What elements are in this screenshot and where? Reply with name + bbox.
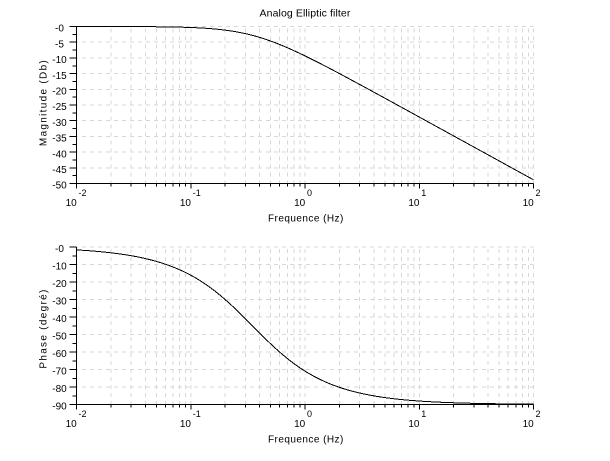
svg-text:-30: -30 <box>52 118 67 129</box>
svg-text:Analog Elliptic filter: Analog Elliptic filter <box>260 8 351 20</box>
svg-text:10: 10 <box>523 419 535 430</box>
svg-text:2: 2 <box>536 409 541 419</box>
svg-text:-40: -40 <box>52 149 67 160</box>
svg-text:10: 10 <box>180 419 192 430</box>
svg-text:-0: -0 <box>55 244 64 255</box>
svg-text:-20: -20 <box>52 279 67 290</box>
svg-text:Phase (degré): Phase (degré) <box>39 288 50 368</box>
svg-text:Frequence (Hz): Frequence (Hz) <box>268 213 344 224</box>
svg-text:0: 0 <box>307 409 312 419</box>
svg-text:-40: -40 <box>52 314 67 325</box>
svg-text:10: 10 <box>66 419 78 430</box>
svg-text:-50: -50 <box>52 332 67 343</box>
svg-text:1: 1 <box>421 188 426 198</box>
svg-text:-90: -90 <box>52 402 67 413</box>
svg-text:-10: -10 <box>52 262 67 273</box>
svg-text:-1: -1 <box>193 188 201 198</box>
svg-text:10: 10 <box>408 419 420 430</box>
svg-text:-1: -1 <box>193 409 201 419</box>
svg-text:1: 1 <box>421 409 426 419</box>
svg-text:-25: -25 <box>52 102 67 113</box>
svg-text:10: 10 <box>180 198 192 209</box>
svg-text:-45: -45 <box>52 165 67 176</box>
svg-text:-2: -2 <box>79 409 87 419</box>
svg-text:2: 2 <box>536 188 541 198</box>
svg-text:10: 10 <box>294 419 306 430</box>
svg-text:-50: -50 <box>52 181 67 192</box>
svg-text:Magnitude (Db): Magnitude (Db) <box>39 59 50 146</box>
svg-text:10: 10 <box>66 198 78 209</box>
svg-text:-2: -2 <box>79 188 87 198</box>
svg-text:-70: -70 <box>52 367 67 378</box>
svg-text:-15: -15 <box>52 71 67 82</box>
svg-text:-0: -0 <box>55 24 64 35</box>
svg-text:10: 10 <box>408 198 420 209</box>
svg-text:-10: -10 <box>52 55 67 66</box>
svg-text:-60: -60 <box>52 349 67 360</box>
svg-text:Frequence (Hz): Frequence (Hz) <box>268 434 344 445</box>
svg-text:10: 10 <box>523 198 535 209</box>
svg-text:-35: -35 <box>52 134 67 145</box>
svg-text:-80: -80 <box>52 384 67 395</box>
svg-text:10: 10 <box>294 198 306 209</box>
svg-text:-20: -20 <box>52 87 67 98</box>
svg-text:-30: -30 <box>52 297 67 308</box>
svg-text:-5: -5 <box>55 39 64 50</box>
svg-text:0: 0 <box>307 188 312 198</box>
